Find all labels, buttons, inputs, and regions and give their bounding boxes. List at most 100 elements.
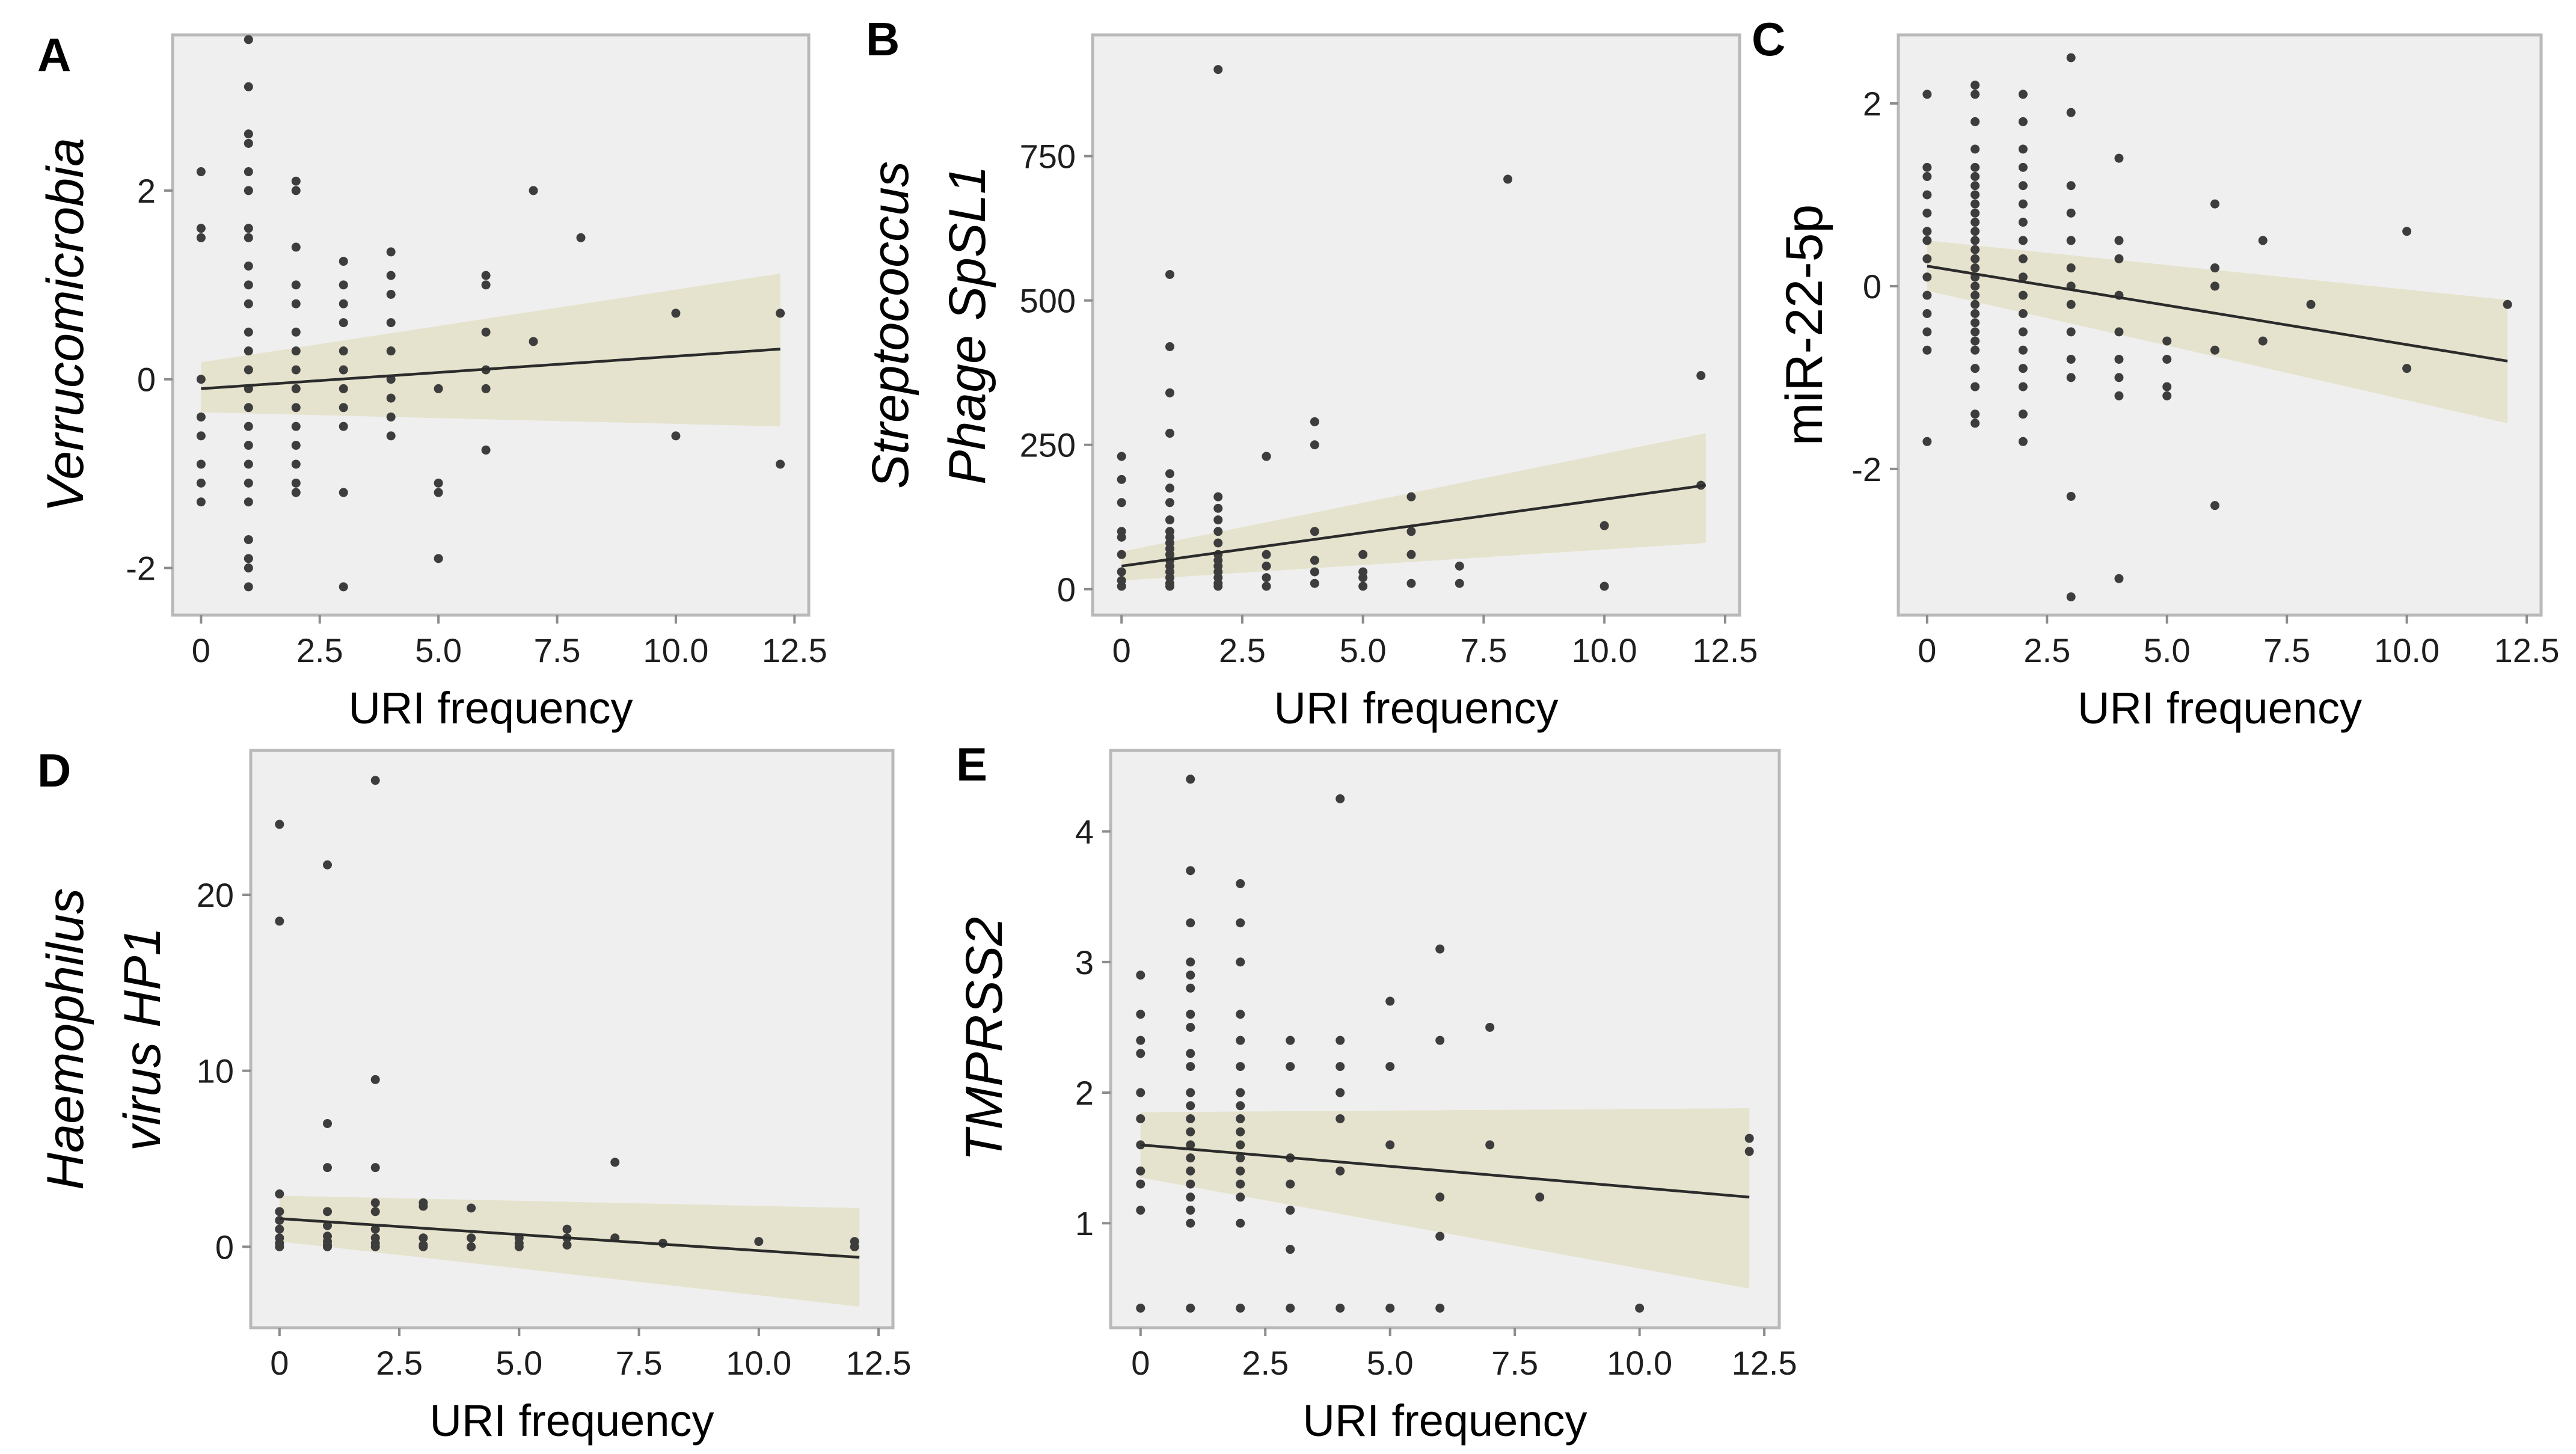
y-tick-label: 250 — [1020, 426, 1076, 464]
data-point — [1970, 90, 1980, 99]
confidence-band — [1140, 1108, 1750, 1289]
data-point — [1336, 1088, 1345, 1097]
data-point — [1406, 578, 1416, 588]
y-tick-label: 3 — [1075, 943, 1094, 981]
data-point — [291, 327, 301, 337]
data-point — [514, 1242, 524, 1251]
data-point — [467, 1242, 476, 1251]
data-point — [1599, 581, 1609, 591]
data-point — [1385, 1140, 1395, 1150]
x-tick-label: 12.5 — [1692, 631, 1758, 669]
data-point — [196, 431, 206, 441]
data-point — [323, 860, 333, 870]
data-point — [1213, 581, 1223, 591]
data-point — [1744, 1133, 1754, 1143]
data-point — [275, 1224, 284, 1234]
data-point — [2066, 491, 2076, 501]
panel-letter: D — [37, 744, 71, 797]
y-tick-label: 2 — [1863, 85, 1881, 123]
data-point — [1336, 794, 1345, 803]
data-point — [529, 186, 538, 195]
data-point — [1922, 236, 1932, 245]
x-tick-label: 12.5 — [2494, 631, 2560, 669]
data-point — [1970, 199, 1980, 209]
data-point — [1186, 971, 1195, 980]
y-tick-label: 0 — [215, 1228, 234, 1266]
data-point — [2114, 354, 2124, 364]
data-point — [1970, 208, 1980, 218]
data-point — [1186, 1206, 1195, 1215]
data-point — [196, 375, 206, 384]
data-point — [386, 247, 396, 257]
data-point — [2162, 382, 2172, 391]
y-axis-label: Haemophilus — [37, 888, 94, 1190]
x-tick-label: 12.5 — [846, 1344, 912, 1382]
data-point — [1236, 957, 1245, 967]
data-point — [419, 1201, 428, 1211]
data-point — [1358, 581, 1368, 591]
data-point — [1186, 1022, 1195, 1032]
data-point — [1385, 1303, 1395, 1313]
data-point — [339, 318, 348, 328]
x-tick-label: 0 — [1131, 1344, 1150, 1382]
data-point — [1406, 550, 1416, 559]
data-point — [1117, 550, 1126, 559]
data-point — [244, 233, 253, 242]
data-point — [1236, 1303, 1245, 1313]
data-point — [1136, 1303, 1145, 1313]
data-point — [2114, 574, 2124, 583]
data-point — [2162, 391, 2172, 400]
data-point — [1970, 345, 1980, 355]
data-point — [2114, 373, 2124, 382]
data-point — [2402, 364, 2412, 373]
data-point — [1922, 254, 1932, 263]
data-point — [1310, 527, 1319, 536]
data-point — [1435, 1035, 1445, 1045]
data-point — [244, 299, 253, 308]
data-point — [434, 488, 443, 497]
data-point — [244, 35, 253, 44]
data-point — [1922, 437, 1932, 446]
regression-line — [201, 348, 780, 390]
data-point — [1970, 419, 1980, 428]
data-point — [244, 563, 253, 573]
data-point — [1970, 299, 1980, 309]
x-tick-label: 5.0 — [1367, 1344, 1414, 1382]
data-point — [1262, 573, 1271, 583]
y-axis-label: miR-22-5p — [1776, 204, 1833, 446]
data-point — [1186, 1153, 1195, 1163]
data-point — [275, 1207, 284, 1216]
data-point — [291, 186, 301, 195]
data-point — [196, 412, 206, 422]
data-point — [1535, 1192, 1545, 1202]
data-point — [1310, 567, 1319, 577]
data-point — [2018, 144, 2028, 154]
data-point — [2018, 199, 2028, 209]
data-point — [323, 1207, 333, 1216]
x-tick-label: 7.5 — [2263, 631, 2310, 669]
data-point — [1635, 1303, 1645, 1313]
data-point — [2306, 299, 2316, 309]
data-point — [1262, 550, 1271, 559]
panel-e: 0 2.5 5.0 7.5 10.0 12.5 1 2 3 4 URI frequency TMPRS… — [955, 738, 1797, 1446]
data-point — [1970, 162, 1980, 172]
data-point — [467, 1203, 476, 1213]
data-point — [2114, 254, 2124, 263]
y-axis-label: virus HP1 — [114, 927, 171, 1152]
panel-b: 0 2.5 5.0 7.5 10.0 12.5 0 250 500 750 URI frequenc… — [862, 13, 1758, 733]
data-point — [1970, 364, 1980, 373]
data-point — [339, 422, 348, 431]
x-tick-label: 5.0 — [2144, 631, 2191, 669]
y-tick-label: -2 — [126, 550, 156, 587]
data-point — [244, 82, 253, 91]
data-point — [1262, 561, 1271, 571]
data-point — [339, 299, 348, 308]
data-point — [291, 459, 301, 469]
data-point — [2210, 263, 2220, 273]
data-point — [434, 554, 443, 563]
data-point — [1970, 327, 1980, 337]
data-point — [2066, 181, 2076, 191]
data-point — [1455, 578, 1464, 588]
data-point — [1970, 382, 1980, 391]
x-tick-label: 2.5 — [2023, 631, 2070, 669]
